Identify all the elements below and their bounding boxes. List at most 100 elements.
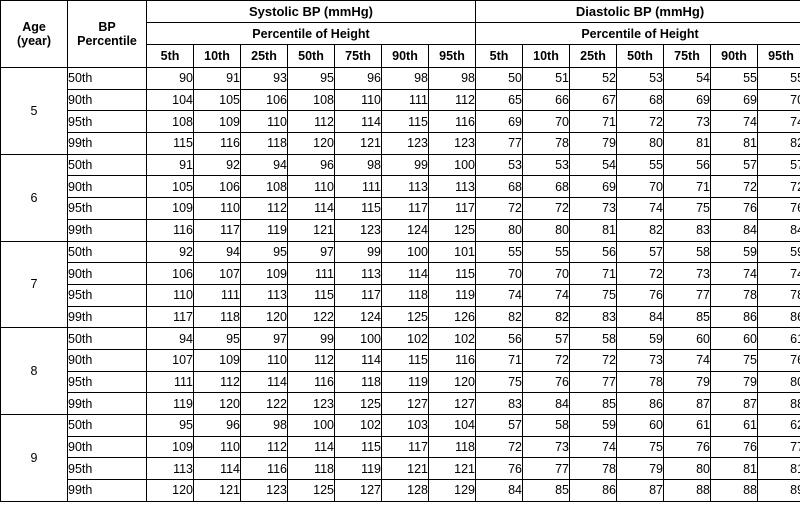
- diastolic-value-cell: 88: [663, 479, 711, 502]
- systolic-value-cell: 97: [240, 327, 288, 350]
- systolic-value-cell: 99: [381, 153, 429, 177]
- systolic-value-cell: 114: [381, 262, 429, 285]
- systolic-value-cell: 92: [193, 153, 241, 177]
- diastolic-value-cell: 77: [663, 283, 711, 307]
- systolic-height-header: Percentile of Height: [146, 22, 476, 45]
- table-row: 850th9495979910010210256575859606061: [0, 327, 800, 415]
- systolic-value-cell: 95: [287, 67, 335, 90]
- systolic-value-cell: 100: [428, 153, 476, 177]
- diastolic-value-cell: 83: [663, 218, 711, 242]
- systolic-value-cell: 127: [381, 392, 429, 415]
- systolic-value-cell: 110: [287, 175, 335, 199]
- systolic-height-col-header: 75th: [334, 44, 382, 68]
- systolic-value-cell: 115: [334, 197, 382, 220]
- table-row: 99th11511611812012112312377787980818182: [1, 132, 800, 155]
- systolic-value-cell: 110: [193, 435, 241, 459]
- systolic-value-cell: 113: [240, 283, 288, 307]
- diastolic-value-cell: 78: [522, 132, 570, 155]
- diastolic-value-cell: 84: [522, 392, 570, 415]
- systolic-value-cell: 117: [381, 197, 429, 220]
- systolic-value-cell: 118: [193, 305, 241, 329]
- systolic-value-cell: 119: [240, 218, 288, 242]
- systolic-value-cell: 109: [193, 110, 241, 134]
- diastolic-value-cell: 76: [756, 348, 800, 372]
- diastolic-value-cell: 82: [475, 305, 523, 329]
- diastolic-value-cell: 77: [475, 132, 523, 155]
- diastolic-value-cell: 72: [522, 348, 570, 372]
- systolic-value-cell: 106: [193, 175, 241, 199]
- diastolic-value-cell: 81: [756, 457, 800, 481]
- systolic-value-cell: 109: [240, 262, 288, 285]
- diastolic-value-cell: 75: [663, 197, 711, 220]
- diastolic-height-col-header: 50th: [616, 44, 664, 68]
- systolic-value-cell: 118: [428, 435, 476, 459]
- systolic-value-cell: 101: [428, 240, 476, 264]
- diastolic-value-cell: 74: [663, 348, 711, 372]
- systolic-value-cell: 123: [334, 218, 382, 242]
- diastolic-value-cell: 59: [710, 240, 758, 264]
- age-cell: 7: [0, 240, 68, 329]
- diastolic-value-cell: 70: [616, 175, 664, 199]
- systolic-value-cell: 114: [334, 110, 382, 134]
- diastolic-value-cell: 86: [616, 392, 664, 415]
- bp-percentile-cell: 90th: [67, 88, 147, 112]
- systolic-value-cell: 112: [240, 435, 288, 459]
- diastolic-value-cell: 52: [569, 67, 617, 90]
- systolic-value-cell: 98: [334, 153, 382, 177]
- systolic-value-cell: 105: [193, 88, 241, 112]
- diastolic-value-cell: 80: [616, 132, 664, 155]
- systolic-value-cell: 115: [381, 110, 429, 134]
- systolic-value-cell: 95: [193, 327, 241, 350]
- systolic-value-cell: 106: [240, 88, 288, 112]
- diastolic-value-cell: 57: [522, 327, 570, 350]
- systolic-value-cell: 103: [381, 414, 429, 437]
- systolic-value-cell: 98: [381, 67, 429, 90]
- table-row: 95th11011111311511711811974747576777878: [1, 283, 800, 307]
- age-cell: 5: [0, 67, 68, 155]
- diastolic-value-cell: 72: [475, 197, 523, 220]
- systolic-value-cell: 124: [381, 218, 429, 242]
- systolic-value-cell: 120: [287, 132, 335, 155]
- diastolic-value-cell: 72: [475, 435, 523, 459]
- systolic-value-cell: 113: [428, 175, 476, 199]
- bp-percentile-cell: 50th: [67, 240, 147, 264]
- systolic-value-cell: 99: [334, 240, 382, 264]
- diastolic-value-cell: 69: [710, 88, 758, 112]
- diastolic-value-cell: 77: [522, 457, 570, 481]
- diastolic-value-cell: 56: [663, 153, 711, 177]
- systolic-height-col-header: 5th: [146, 44, 194, 68]
- systolic-value-cell: 115: [428, 262, 476, 285]
- systolic-value-cell: 95: [146, 414, 194, 437]
- diastolic-value-cell: 81: [710, 457, 758, 481]
- age-cell: 9: [0, 414, 68, 502]
- systolic-value-cell: 102: [428, 327, 476, 350]
- diastolic-value-cell: 65: [475, 88, 523, 112]
- systolic-value-cell: 125: [287, 479, 335, 502]
- systolic-value-cell: 105: [146, 175, 194, 199]
- diastolic-value-cell: 75: [475, 370, 523, 394]
- diastolic-value-cell: 82: [756, 132, 800, 155]
- table-row: 90th10710911011211411511671727273747576: [1, 348, 800, 372]
- diastolic-value-cell: 72: [710, 175, 758, 199]
- systolic-value-cell: 122: [240, 392, 288, 415]
- diastolic-value-cell: 69: [663, 88, 711, 112]
- systolic-value-cell: 120: [428, 370, 476, 394]
- systolic-value-cell: 123: [428, 132, 476, 155]
- diastolic-value-cell: 85: [569, 392, 617, 415]
- systolic-value-cell: 95: [240, 240, 288, 264]
- systolic-value-cell: 111: [334, 175, 382, 199]
- diastolic-value-cell: 75: [569, 283, 617, 307]
- systolic-value-cell: 125: [428, 218, 476, 242]
- diastolic-height-col-header: 75th: [663, 44, 711, 68]
- diastolic-value-cell: 76: [663, 435, 711, 459]
- diastolic-value-cell: 74: [710, 262, 758, 285]
- diastolic-value-cell: 58: [522, 414, 570, 437]
- systolic-value-cell: 96: [193, 414, 241, 437]
- diastolic-value-cell: 72: [569, 348, 617, 372]
- diastolic-value-cell: 89: [756, 479, 800, 502]
- systolic-value-cell: 121: [287, 218, 335, 242]
- table-row: 99th11711812012212412512682828384858686: [1, 305, 800, 329]
- systolic-value-cell: 112: [428, 88, 476, 112]
- systolic-value-cell: 116: [428, 110, 476, 134]
- diastolic-value-cell: 67: [569, 88, 617, 112]
